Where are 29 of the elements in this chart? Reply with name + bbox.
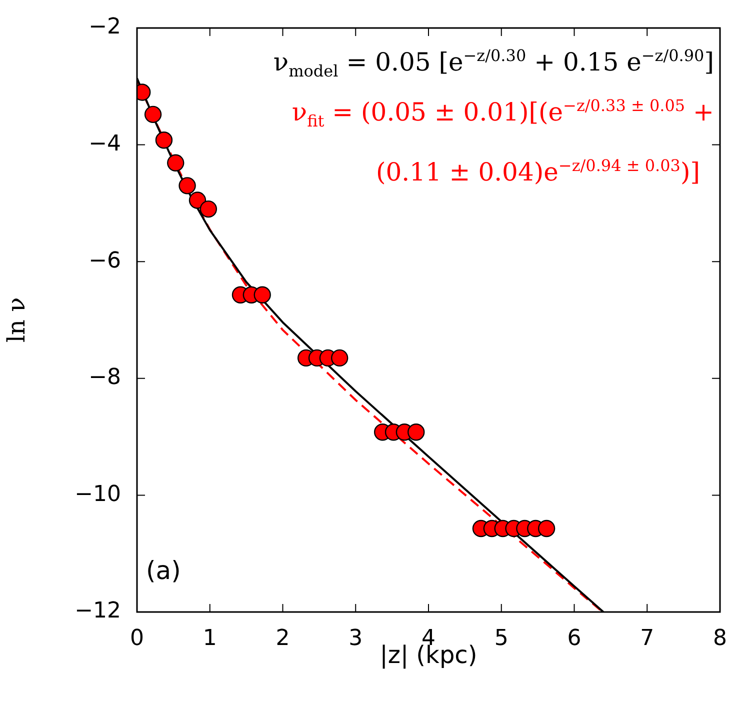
annotation: ν$_{fit}$ = (0.05 ± 0.01)[(e$^{−z/0.33 ± 0.05}$ +: [292, 96, 714, 130]
y-tick-label: −2: [88, 14, 121, 40]
point: [167, 154, 184, 172]
x-tick-label: 2: [276, 626, 290, 651]
point: [538, 520, 556, 538]
y-tick-label: −4: [88, 132, 121, 157]
y-tick-label: −10: [74, 482, 121, 507]
x-tick-label: 7: [640, 626, 654, 651]
point: [200, 200, 218, 218]
point: [408, 424, 425, 441]
x-tick-label: 1: [202, 626, 217, 651]
y-tick-label: −12: [74, 598, 121, 624]
point: [188, 192, 206, 209]
x-tick-label: 6: [567, 626, 582, 651]
x-tick-label: 8: [713, 626, 727, 651]
annotation: (0.11 ± 0.04)e$^{−z/0.94 ± 0.03}$)]: [376, 156, 700, 186]
y-tick-label: −8: [88, 365, 121, 390]
x-tick-label: 0: [130, 626, 144, 651]
x-tick-label: 3: [348, 626, 363, 651]
point: [155, 132, 173, 149]
point: [144, 106, 162, 124]
point: [254, 286, 271, 304]
y-axis-title: ln ν: [2, 297, 31, 343]
x-tick-label: 5: [494, 626, 508, 651]
annotation: (a): [146, 556, 181, 585]
annotation: ν$_{model}$ = 0.05 [e$^{−z/0.30}$ + 0.15 e$^{−z/0.90}$]: [273, 46, 714, 80]
point: [330, 349, 348, 367]
point: [178, 177, 196, 194]
y-tick-label: −6: [88, 248, 121, 274]
